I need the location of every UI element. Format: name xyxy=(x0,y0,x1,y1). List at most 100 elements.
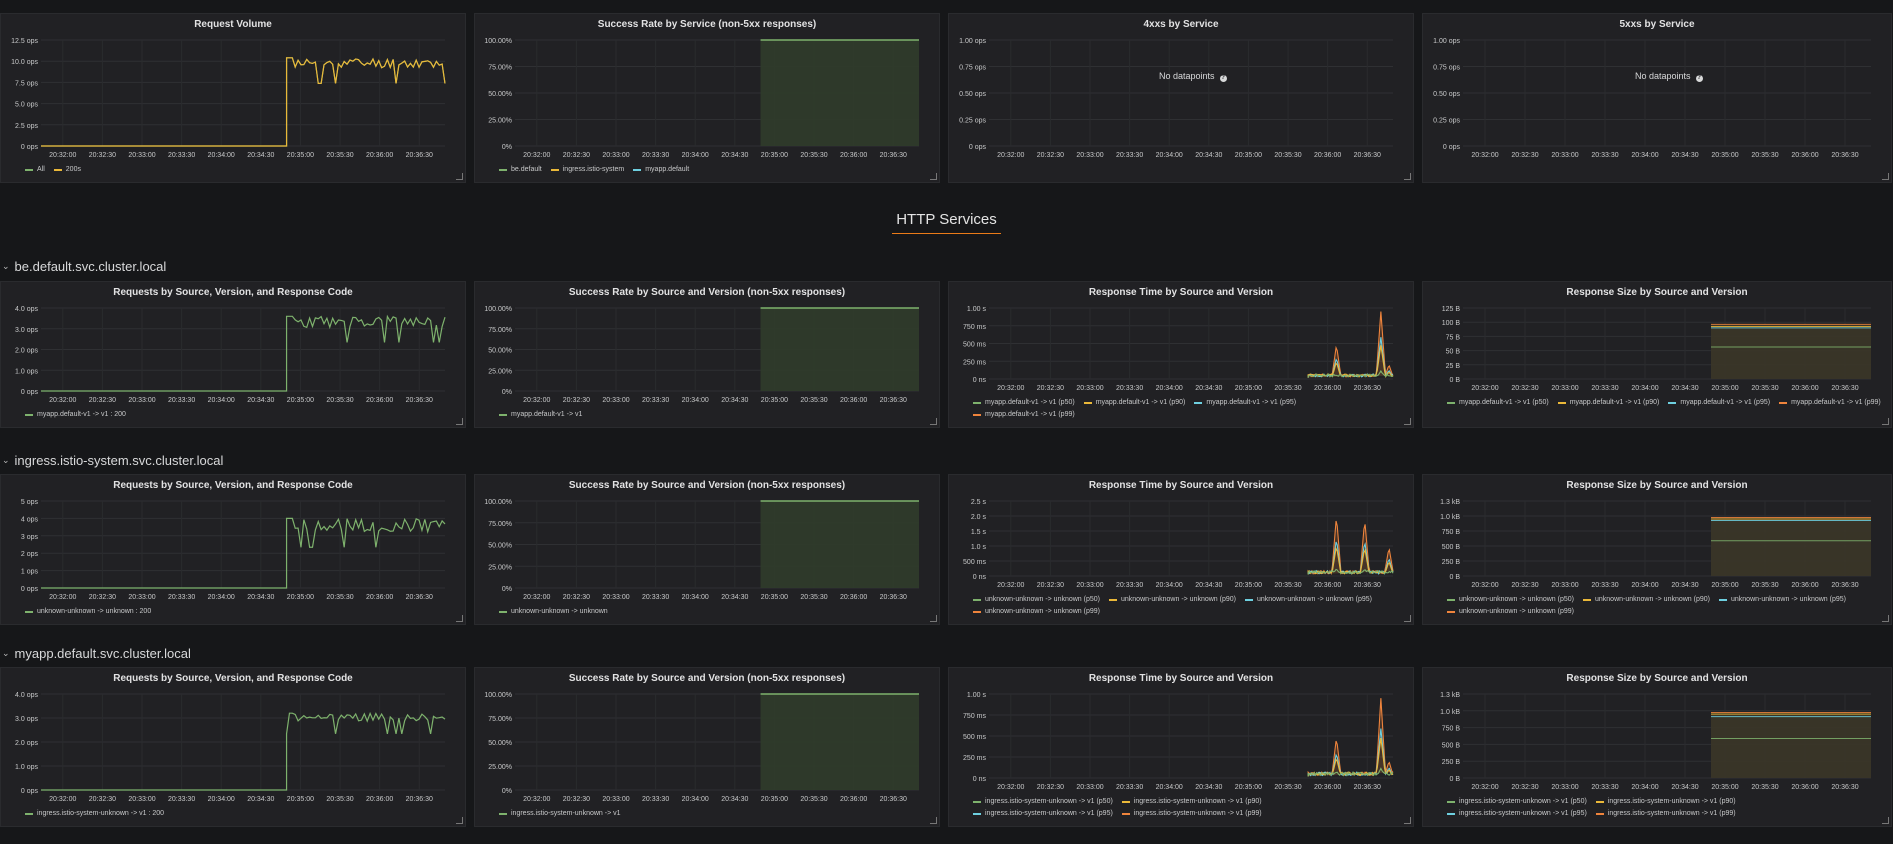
resize-handle[interactable] xyxy=(1882,418,1889,425)
resize-handle[interactable] xyxy=(1882,615,1889,622)
graph-chart[interactable]: 0 B 25 B 50 B 75 B 100 B 125 B 20:32:00 20:32:3… xyxy=(1423,282,1893,411)
chevron-down-icon[interactable]: ⌄ xyxy=(2,648,10,658)
resize-handle[interactable] xyxy=(456,817,463,824)
legend-item[interactable]: myapp.default xyxy=(633,166,689,173)
resize-handle[interactable] xyxy=(456,173,463,180)
graph-panel[interactable]: Requests by Source, Version, and Respons… xyxy=(0,667,466,827)
panel-title[interactable]: Response Size by Source and Version xyxy=(1566,480,1748,491)
graph-panel[interactable]: Requests by Source, Version, and Respons… xyxy=(0,281,466,428)
graph-chart[interactable]: 0% 25.00% 50.00% 75.00% 100.00% 20:32:00 20:32… xyxy=(475,668,941,810)
resize-handle[interactable] xyxy=(456,418,463,425)
row-header-ingress[interactable]: ⌄ ingress.istio-system.svc.cluster.local xyxy=(2,453,223,468)
panel-title[interactable]: Requests by Source, Version, and Respons… xyxy=(113,480,353,491)
legend-item[interactable]: ingress.istio-system-unknown -> v1 (p95) xyxy=(973,810,1113,817)
panel-title[interactable]: Requests by Source, Version, and Respons… xyxy=(113,287,353,298)
panel-title[interactable]: Response Size by Source and Version xyxy=(1566,287,1748,298)
graph-panel[interactable]: Response Time by Source and Version 0 ns 2… xyxy=(948,667,1414,827)
graph-chart[interactable]: 0 B 250 B 500 B 750 B 1.0 kB 1.3 kB 20:32:00 20… xyxy=(1423,475,1893,608)
panel-title[interactable]: Request Volume xyxy=(194,19,272,30)
panel-title[interactable]: Success Rate by Service (non-5xx respons… xyxy=(597,19,817,30)
graph-panel[interactable]: Response Size by Source and Version 0 B 25… xyxy=(1422,667,1892,827)
panel-title[interactable]: Success Rate by Source and Version (non-… xyxy=(568,673,846,684)
graph-panel[interactable]: Success Rate by Source and Version (non-… xyxy=(474,281,940,428)
graph-chart[interactable]: 0 ns 250 ms 500 ms 750 ms 1.00 s 20:32:00 20:3… xyxy=(949,668,1415,810)
graph-chart[interactable]: 0 ns 250 ms 500 ms 750 ms 1.00 s 20:32:00 20:3… xyxy=(949,282,1415,411)
legend-item[interactable]: ingress.istio-system-unknown -> v1 xyxy=(499,810,621,817)
legend-item[interactable]: myapp.default-v1 -> v1 xyxy=(499,411,582,418)
legend-item[interactable]: unknown-unknown -> unknown (p95) xyxy=(1245,596,1372,603)
panel-title[interactable]: Response Time by Source and Version xyxy=(1088,480,1274,491)
legend-item[interactable]: myapp.default-v1 -> v1 (p99) xyxy=(973,411,1075,418)
question-circle-icon[interactable]: ? xyxy=(1219,75,1227,82)
graph-chart[interactable]: 0% 25.00% 50.00% 75.00% 100.00% 20:32:00 20:32… xyxy=(475,14,941,166)
legend-item[interactable]: ingress.istio-system-unknown -> v1 (p50) xyxy=(973,798,1113,805)
graph-chart[interactable]: 0 ops 2.5 ops 5.0 ops 7.5 ops 10.0 ops 12.5 o… xyxy=(1,14,467,166)
graph-chart[interactable]: 0 ops 0.25 ops 0.50 ops 0.75 ops 1.00 ops 20:… xyxy=(1423,14,1893,166)
graph-chart[interactable]: 0 ns 500 ms 1.0 s 1.5 s 2.0 s 2.5 s 20:32:00 20… xyxy=(949,475,1415,608)
resize-handle[interactable] xyxy=(1404,418,1411,425)
graph-chart[interactable]: 0 ops 1 ops 2 ops 3 ops 4 ops 5 ops 20:32:00 20… xyxy=(1,475,467,608)
legend-item[interactable]: myapp.default-v1 -> v1 : 200 xyxy=(25,411,126,418)
panel-title[interactable]: Response Size by Source and Version xyxy=(1566,673,1748,684)
legend-item[interactable]: unknown-unknown -> unknown (p50) xyxy=(1447,596,1574,603)
resize-handle[interactable] xyxy=(456,615,463,622)
resize-handle[interactable] xyxy=(930,173,937,180)
legend-item[interactable]: ingress.istio-system xyxy=(550,166,624,173)
graph-panel[interactable]: Requests by Source, Version, and Respons… xyxy=(0,474,466,625)
graph-panel[interactable]: Response Time by Source and Version 0 ns 2… xyxy=(948,281,1414,428)
graph-panel[interactable]: 4xxs by Service 0 ops 0.25 ops 0.50 ops 0.75… xyxy=(948,13,1414,183)
graph-panel[interactable]: Success Rate by Service (non-5xx respons… xyxy=(474,13,940,183)
legend-item[interactable]: myapp.default-v1 -> v1 (p90) xyxy=(1557,399,1659,406)
resize-handle[interactable] xyxy=(930,615,937,622)
legend-item[interactable]: unknown-unknown -> unknown (p95) xyxy=(1719,596,1846,603)
legend-item[interactable]: ingress.istio-system-unknown -> v1 (p90) xyxy=(1121,798,1262,805)
legend-item[interactable]: ingress.istio-system-unknown -> v1 (p90) xyxy=(1595,798,1736,805)
graph-panel[interactable]: 5xxs by Service 0 ops 0.25 ops 0.50 ops 0.75… xyxy=(1422,13,1892,183)
legend-item[interactable]: unknown-unknown -> unknown xyxy=(499,608,608,615)
legend-item[interactable]: All xyxy=(25,166,45,173)
legend-item[interactable]: unknown-unknown -> unknown (p99) xyxy=(973,608,1100,615)
legend-item[interactable]: unknown-unknown -> unknown (p50) xyxy=(973,596,1100,603)
legend-item[interactable]: ingress.istio-system-unknown -> v1 : 200 xyxy=(25,810,164,817)
legend-item[interactable]: myapp.default-v1 -> v1 (p95) xyxy=(1194,399,1296,406)
panel-title[interactable]: Success Rate by Source and Version (non-… xyxy=(568,480,846,491)
legend-item[interactable]: myapp.default-v1 -> v1 (p50) xyxy=(973,399,1075,406)
row-header-myapp[interactable]: ⌄ myapp.default.svc.cluster.local xyxy=(2,646,191,661)
legend-item[interactable]: myapp.default-v1 -> v1 (p50) xyxy=(1447,399,1549,406)
legend-item[interactable]: myapp.default-v1 -> v1 (p99) xyxy=(1779,399,1881,406)
legend-item[interactable]: ingress.istio-system-unknown -> v1 (p99) xyxy=(1121,810,1262,817)
panel-title[interactable]: Success Rate by Source and Version (non-… xyxy=(568,287,846,298)
legend-item[interactable]: unknown-unknown -> unknown (p90) xyxy=(1109,596,1236,603)
graph-chart[interactable]: 0% 25.00% 50.00% 75.00% 100.00% 20:32:00 20:32… xyxy=(475,282,941,411)
graph-chart[interactable]: 0 ops 1.0 ops 2.0 ops 3.0 ops 4.0 ops 20:32:0… xyxy=(1,282,467,411)
legend-item[interactable]: unknown-unknown -> unknown (p90) xyxy=(1583,596,1710,603)
no-datapoints-message[interactable]: No datapoints? xyxy=(1159,71,1227,82)
legend-item[interactable]: unknown-unknown -> unknown (p99) xyxy=(1447,608,1574,615)
graph-panel[interactable]: Success Rate by Source and Version (non-… xyxy=(474,474,940,625)
legend-item[interactable]: myapp.default-v1 -> v1 (p90) xyxy=(1083,399,1185,406)
resize-handle[interactable] xyxy=(1882,817,1889,824)
legend-item[interactable]: be.default xyxy=(499,166,542,173)
graph-chart[interactable]: 0 ops 0.25 ops 0.50 ops 0.75 ops 1.00 ops 20:… xyxy=(949,14,1415,166)
panel-title[interactable]: Requests by Source, Version, and Respons… xyxy=(113,673,353,684)
panel-title[interactable]: Response Time by Source and Version xyxy=(1088,287,1274,298)
graph-chart[interactable]: 0 B 250 B 500 B 750 B 1.0 kB 1.3 kB 20:32:00 20… xyxy=(1423,668,1893,810)
legend-item[interactable]: ingress.istio-system-unknown -> v1 (p95) xyxy=(1447,810,1587,817)
graph-panel[interactable]: Success Rate by Source and Version (non-… xyxy=(474,667,940,827)
graph-panel[interactable]: Response Time by Source and Version 0 ns 5… xyxy=(948,474,1414,625)
legend-item[interactable]: ingress.istio-system-unknown -> v1 (p50) xyxy=(1447,798,1587,805)
legend-item[interactable]: 200s xyxy=(53,166,81,173)
chevron-down-icon[interactable]: ⌄ xyxy=(2,455,10,465)
resize-handle[interactable] xyxy=(1404,173,1411,180)
resize-handle[interactable] xyxy=(1882,173,1889,180)
panel-title[interactable]: Response Time by Source and Version xyxy=(1088,673,1274,684)
no-datapoints-message[interactable]: No datapoints? xyxy=(1635,71,1703,82)
chevron-down-icon[interactable]: ⌄ xyxy=(2,261,10,271)
graph-chart[interactable]: 0% 25.00% 50.00% 75.00% 100.00% 20:32:00 20:32… xyxy=(475,475,941,608)
resize-handle[interactable] xyxy=(930,817,937,824)
panel-title[interactable]: 5xxs by Service xyxy=(1619,19,1695,30)
resize-handle[interactable] xyxy=(1404,615,1411,622)
legend-item[interactable]: ingress.istio-system-unknown -> v1 (p99) xyxy=(1595,810,1736,817)
legend-item[interactable]: unknown-unknown -> unknown : 200 xyxy=(25,608,151,615)
resize-handle[interactable] xyxy=(930,418,937,425)
